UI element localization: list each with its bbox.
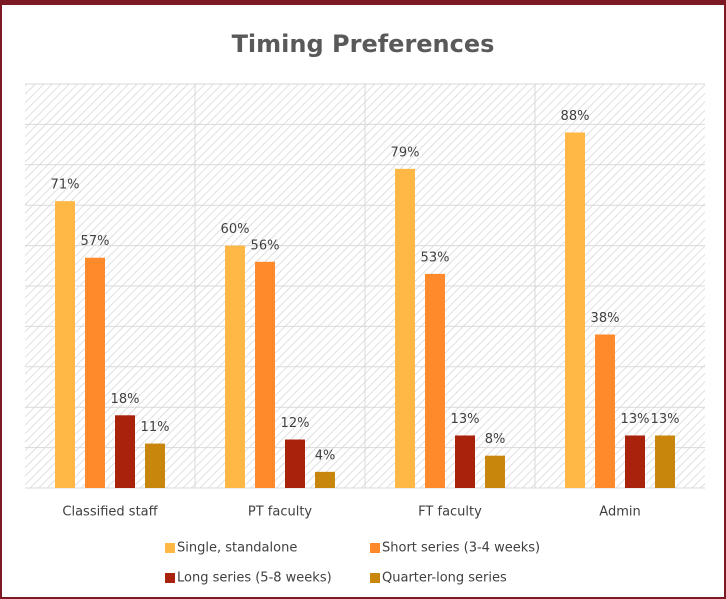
- bar: [625, 435, 645, 488]
- data-label: 4%: [315, 448, 336, 463]
- bar: [595, 334, 615, 488]
- bar: [115, 415, 135, 488]
- data-label: 11%: [141, 420, 170, 435]
- bar: [85, 257, 105, 488]
- bar: [485, 455, 505, 488]
- bar: [455, 435, 475, 488]
- data-label: 57%: [81, 234, 110, 249]
- data-label: 13%: [651, 412, 680, 427]
- bar: [225, 245, 245, 488]
- legend-label: Short series (3-4 weeks): [382, 541, 540, 556]
- legend-label: Long series (5-8 weeks): [177, 571, 332, 586]
- data-label: 60%: [221, 222, 250, 237]
- data-label: 79%: [391, 145, 420, 160]
- bar: [655, 435, 675, 488]
- legend-swatch: [370, 573, 380, 583]
- bar: [315, 471, 335, 488]
- bar: [255, 261, 275, 488]
- data-label: 53%: [421, 250, 450, 265]
- top-bar: [0, 0, 726, 5]
- bar: [285, 439, 305, 488]
- bar: [425, 273, 445, 488]
- bar: [565, 132, 585, 489]
- data-label: 13%: [451, 412, 480, 427]
- data-label: 56%: [251, 238, 280, 253]
- data-label: 18%: [111, 392, 140, 407]
- legend-label: Single, standalone: [177, 541, 297, 556]
- bar: [145, 443, 165, 488]
- legend-label: Quarter-long series: [382, 571, 507, 586]
- x-tick-label: PT faculty: [248, 505, 313, 520]
- data-label: 13%: [621, 412, 650, 427]
- data-label: 8%: [485, 432, 506, 447]
- bar: [395, 168, 415, 488]
- legend-swatch: [370, 543, 380, 553]
- data-label: 71%: [51, 178, 80, 193]
- x-tick-label: Admin: [599, 505, 640, 520]
- legend-swatch: [165, 573, 175, 583]
- data-label: 38%: [591, 311, 620, 326]
- legend-swatch: [165, 543, 175, 553]
- chart-title: Timing Preferences: [232, 30, 495, 58]
- data-label: 12%: [281, 416, 310, 431]
- bar: [55, 201, 75, 488]
- x-tick-label: Classified staff: [62, 505, 158, 520]
- x-tick-label: FT faculty: [418, 505, 482, 520]
- data-label: 88%: [561, 109, 590, 124]
